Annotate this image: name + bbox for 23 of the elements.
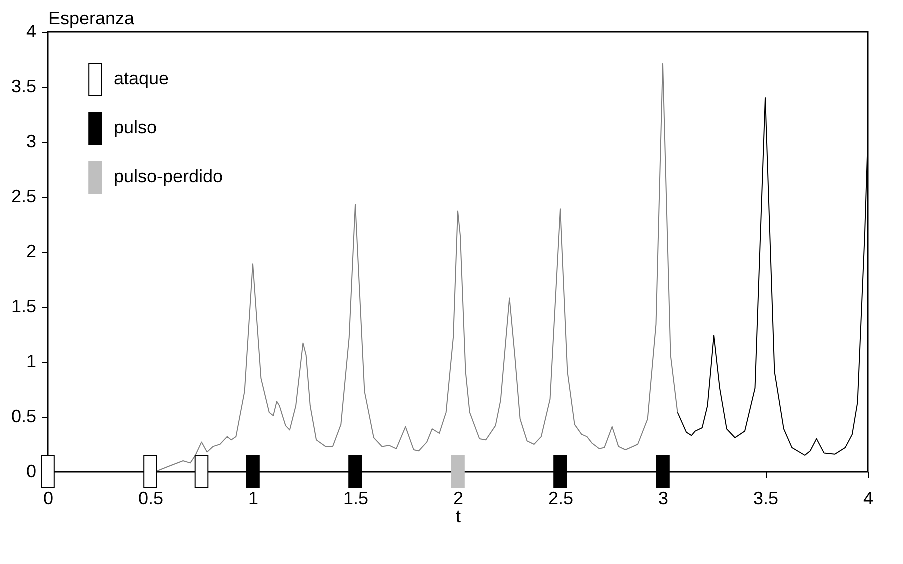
x-tick-label: 3	[658, 488, 669, 508]
x-tick-label: 0.5	[138, 488, 164, 508]
legend-label: pulso	[114, 118, 158, 138]
y-tick-label: 2.5	[11, 186, 36, 206]
y-tick-label: 0.5	[11, 406, 36, 426]
y-tick-label: 1	[26, 352, 36, 372]
x-tick-label: 1	[248, 488, 259, 508]
y-tick-label: 3	[26, 132, 36, 152]
y-tick-label: 3.5	[11, 76, 36, 96]
x-tick-label: 0	[43, 488, 54, 508]
y-tick-label: 2	[26, 242, 36, 262]
x-tick-label: 3.5	[753, 488, 779, 508]
y-tick-label: 0	[26, 462, 36, 482]
x-tick-label: 4	[863, 488, 874, 508]
y-tick-label: 4	[26, 22, 36, 42]
legend-label: ataque	[114, 68, 170, 88]
x-tick-label: 1.5	[343, 488, 369, 508]
x-axis-title: t	[456, 506, 462, 526]
y-axis-title: Esperanza	[48, 8, 136, 28]
y-tick-label: 1.5	[11, 296, 36, 316]
x-tick-label: 2	[453, 488, 464, 508]
x-tick-label: 2.5	[548, 488, 574, 508]
legend-label: pulso-perdido	[114, 166, 224, 186]
